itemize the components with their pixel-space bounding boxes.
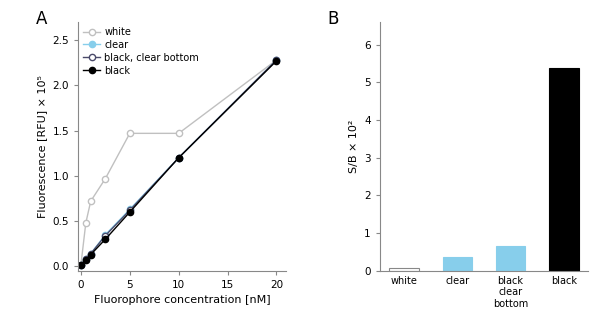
- white: [102, 177, 109, 180]
- white: [87, 199, 94, 203]
- Text: A: A: [37, 9, 48, 28]
- Line: clear: clear: [78, 57, 280, 268]
- clear: [126, 208, 133, 211]
- Line: black, clear bottom: black, clear bottom: [78, 57, 280, 268]
- clear: [82, 257, 89, 261]
- white: [175, 131, 182, 135]
- black, clear bottom: [175, 156, 182, 160]
- black: [102, 237, 109, 241]
- Bar: [443, 257, 472, 271]
- clear: [87, 252, 94, 255]
- clear: [273, 58, 280, 62]
- Line: black: black: [78, 58, 280, 269]
- black, clear bottom: [87, 252, 94, 255]
- Line: white: white: [78, 57, 280, 268]
- clear: [102, 233, 109, 237]
- white: [126, 131, 133, 135]
- black: [273, 59, 280, 63]
- black: [77, 264, 85, 267]
- Bar: [389, 267, 419, 271]
- Bar: [496, 246, 525, 271]
- black, clear bottom: [273, 58, 280, 62]
- black: [87, 253, 94, 256]
- Y-axis label: Fluorescence [RFU] × 10⁵: Fluorescence [RFU] × 10⁵: [37, 75, 47, 218]
- black, clear bottom: [82, 257, 89, 261]
- Legend: white, clear, black, clear bottom, black: white, clear, black, clear bottom, black: [83, 27, 199, 76]
- clear: [77, 263, 85, 266]
- black: [126, 210, 133, 214]
- black, clear bottom: [126, 209, 133, 212]
- white: [82, 221, 89, 225]
- X-axis label: Fluorophore concentration [nM]: Fluorophore concentration [nM]: [94, 295, 271, 306]
- white: [77, 263, 85, 266]
- black: [82, 258, 89, 262]
- white: [273, 58, 280, 62]
- black, clear bottom: [77, 263, 85, 266]
- black, clear bottom: [102, 234, 109, 238]
- clear: [175, 156, 182, 160]
- Text: B: B: [328, 9, 339, 28]
- black: [175, 156, 182, 160]
- Y-axis label: S/B × 10²: S/B × 10²: [349, 120, 359, 173]
- Bar: [549, 68, 578, 271]
